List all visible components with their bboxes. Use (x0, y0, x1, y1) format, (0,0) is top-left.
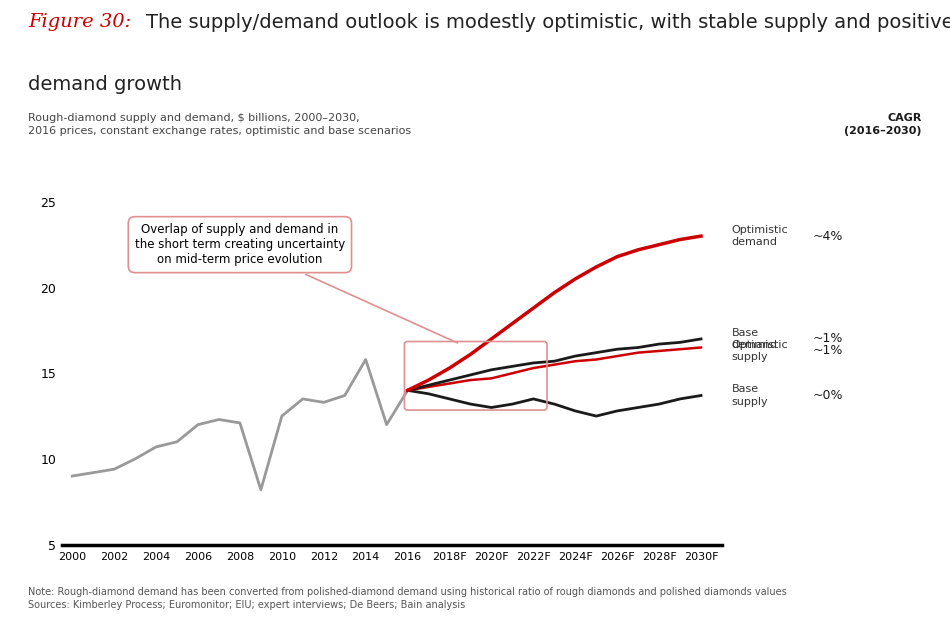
Text: Figure 30:: Figure 30: (28, 13, 132, 31)
Text: Rough-diamond supply and demand, $ billions, 2000–2030,
2016 prices, constant ex: Rough-diamond supply and demand, $ billi… (28, 113, 411, 136)
Text: Base
demand: Base demand (732, 328, 777, 350)
Text: CAGR
(2016–2030): CAGR (2016–2030) (844, 113, 922, 136)
Text: ~4%: ~4% (812, 230, 843, 243)
Text: Optimistic
supply: Optimistic supply (732, 340, 788, 362)
Text: Note: Rough-diamond demand has been converted from polished-diamond demand using: Note: Rough-diamond demand has been conv… (28, 587, 788, 610)
Text: demand growth: demand growth (28, 74, 182, 94)
Text: Optimistic
demand: Optimistic demand (732, 225, 788, 247)
Text: ~1%: ~1% (812, 344, 843, 357)
Text: ~0%: ~0% (812, 389, 843, 402)
Text: Base
supply: Base supply (732, 384, 769, 407)
Text: Overlap of supply and demand in
the short term creating uncertainty
on mid-term : Overlap of supply and demand in the shor… (135, 223, 458, 343)
Text: The supply/demand outlook is modestly optimistic, with stable supply and positiv: The supply/demand outlook is modestly op… (146, 13, 950, 31)
Text: ~1%: ~1% (812, 332, 843, 346)
